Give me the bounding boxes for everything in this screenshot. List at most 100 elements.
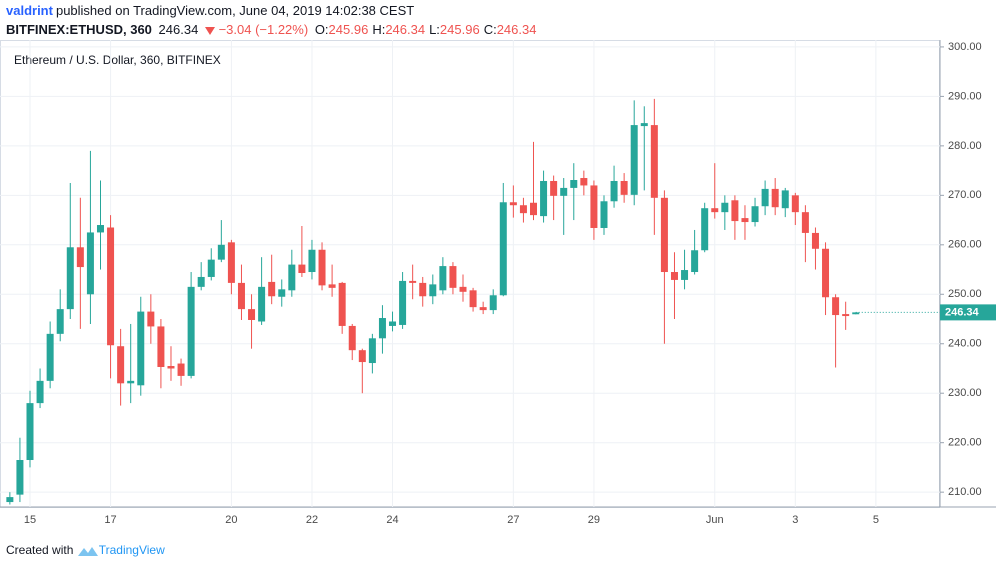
ohlc-label: C: [483, 22, 497, 37]
y-tick-label: 230.00 [948, 387, 982, 399]
candle-body [147, 311, 155, 327]
candle-body [620, 180, 628, 195]
ohlc-value: 245.96 [328, 22, 369, 37]
candle-body [298, 264, 306, 274]
candle-body [26, 403, 34, 461]
candle-body [670, 272, 678, 280]
symbol: BITFINEX:ETHUSD, 360 [6, 22, 152, 37]
candle-body [56, 309, 64, 334]
candle-body [600, 201, 608, 228]
candle-body [540, 180, 548, 217]
candle-body [36, 380, 44, 404]
author[interactable]: valdrint [6, 3, 53, 18]
footer: Created with TradingView [6, 543, 165, 558]
y-tick-label: 290.00 [948, 90, 982, 102]
candle-body [86, 232, 94, 295]
candle-body [258, 286, 266, 322]
x-tick-label: 5 [873, 514, 879, 526]
candle-body [439, 266, 447, 291]
candle-body [509, 202, 517, 206]
candle-body [811, 232, 819, 249]
candle-body [660, 197, 668, 273]
candle-body [781, 190, 789, 209]
brand[interactable]: TradingView [98, 543, 165, 557]
candle-body [852, 312, 860, 315]
ohlc-value: 246.34 [496, 22, 537, 37]
last-price-tag [940, 304, 996, 321]
candle-body [288, 264, 296, 291]
candle-body [650, 125, 658, 198]
candle-body [479, 307, 487, 311]
last-price-label: 246.34 [945, 306, 980, 318]
y-tick-label: 260.00 [948, 239, 982, 251]
y-tick-label: 210.00 [948, 486, 982, 498]
candle-body [519, 205, 527, 214]
candle-body [701, 208, 709, 251]
y-tick-label: 250.00 [948, 288, 982, 300]
candle-body [328, 284, 336, 288]
candle-body [248, 309, 256, 321]
candle-body [630, 125, 638, 195]
candle-body [66, 247, 74, 310]
quote-line: BITFINEX:ETHUSD, 360 246.34 −3.04 (−1.22… [6, 22, 543, 37]
candle-body [741, 218, 749, 223]
candle-body [389, 321, 397, 326]
candle-body [268, 281, 276, 297]
header-line: valdrint published on TradingView.com, Ju… [6, 3, 417, 18]
y-tick-label: 300.00 [948, 41, 982, 53]
candle-body [721, 202, 729, 213]
candle-body [318, 249, 326, 286]
candle-body [640, 123, 648, 127]
candle-body [187, 286, 195, 376]
candle-body [681, 270, 689, 280]
candle-body [590, 185, 598, 228]
candle-body [278, 289, 286, 297]
ohlc-label: O: [314, 22, 329, 37]
candle-body [469, 290, 477, 308]
candle-body [308, 249, 316, 273]
plot-frame [0, 40, 940, 508]
candle-body [429, 284, 437, 297]
candle-body [167, 366, 175, 369]
brand-logo [77, 546, 98, 556]
candle-body [237, 282, 245, 310]
down-arrow [204, 26, 215, 35]
candle-body [610, 180, 618, 202]
candle-body [449, 266, 457, 288]
candle-body [378, 318, 386, 339]
candle-body [96, 225, 104, 233]
x-tick-label: 27 [507, 514, 519, 526]
candle-body [177, 363, 185, 376]
ohlc: O:245.96 H:246.34 L:245.96 C:246.34 [315, 22, 541, 37]
candle-body [560, 187, 568, 196]
candle-body [358, 350, 366, 363]
candle-body [771, 188, 779, 208]
candle-body [368, 338, 376, 364]
candle-body [348, 325, 356, 351]
candle-body [761, 188, 769, 207]
candle-body [16, 460, 24, 495]
candle-body [791, 195, 799, 213]
ohlc-label: L: [429, 22, 440, 37]
candle-body [580, 178, 588, 186]
candle-body [107, 227, 115, 346]
candle-body [570, 180, 578, 188]
y-tick-label: 240.00 [948, 338, 982, 350]
candle-body [550, 180, 558, 196]
x-tick-label: 20 [225, 514, 237, 526]
candle-body [711, 208, 719, 213]
x-tick-label: 15 [24, 514, 36, 526]
candle-body [731, 200, 739, 222]
y-tick-label: 220.00 [948, 437, 982, 449]
y-tick-label: 270.00 [948, 189, 982, 201]
ohlc-value: 246.34 [385, 22, 426, 37]
candle-body [459, 286, 467, 292]
candle-body [530, 202, 537, 216]
created-with: Created with [6, 543, 74, 557]
candle-body [227, 242, 235, 283]
x-tick-label: 29 [588, 514, 600, 526]
candle-body [751, 206, 759, 223]
candle-body [419, 282, 427, 297]
